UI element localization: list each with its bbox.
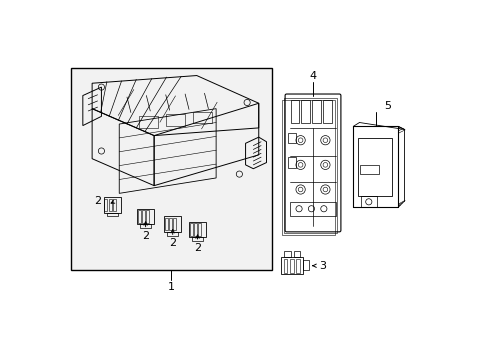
Bar	[169, 218, 172, 230]
Bar	[138, 116, 158, 128]
Bar	[302, 260, 308, 270]
Bar	[287, 132, 295, 143]
Bar	[146, 210, 149, 222]
Text: 2: 2	[94, 196, 101, 206]
Bar	[140, 224, 151, 228]
Bar	[360, 195, 376, 207]
Bar	[287, 157, 295, 168]
Bar	[108, 199, 111, 211]
Bar	[192, 112, 212, 123]
Bar	[295, 259, 299, 273]
Bar	[164, 218, 167, 230]
Bar	[323, 100, 331, 123]
Bar	[165, 114, 185, 126]
Bar	[107, 213, 118, 216]
Bar	[167, 232, 178, 236]
Bar	[289, 202, 336, 216]
Bar	[193, 223, 197, 236]
Bar	[103, 197, 121, 213]
Bar	[359, 165, 378, 174]
Text: 2: 2	[142, 231, 149, 241]
Text: 3: 3	[318, 261, 325, 271]
Bar	[137, 209, 154, 224]
Bar	[198, 223, 201, 236]
Bar	[283, 259, 287, 273]
Bar	[311, 100, 320, 123]
Bar	[189, 222, 205, 237]
Bar	[113, 199, 116, 211]
Bar	[189, 223, 192, 236]
Bar	[301, 100, 309, 123]
Text: 2: 2	[169, 238, 176, 248]
Bar	[173, 218, 176, 230]
Bar	[104, 199, 107, 211]
Bar	[138, 210, 141, 222]
Bar	[142, 210, 145, 222]
Bar	[284, 251, 290, 257]
Bar	[164, 216, 181, 232]
Bar	[357, 138, 391, 195]
Bar	[281, 257, 302, 274]
Text: 1: 1	[167, 282, 174, 292]
Text: 2: 2	[194, 243, 201, 253]
Bar	[289, 259, 293, 273]
Bar	[192, 237, 203, 241]
Bar	[293, 251, 299, 257]
Bar	[71, 68, 271, 270]
Text: 4: 4	[309, 71, 316, 81]
Bar	[290, 100, 299, 123]
Bar	[282, 100, 334, 235]
Bar	[284, 98, 336, 233]
Text: 5: 5	[383, 101, 390, 111]
